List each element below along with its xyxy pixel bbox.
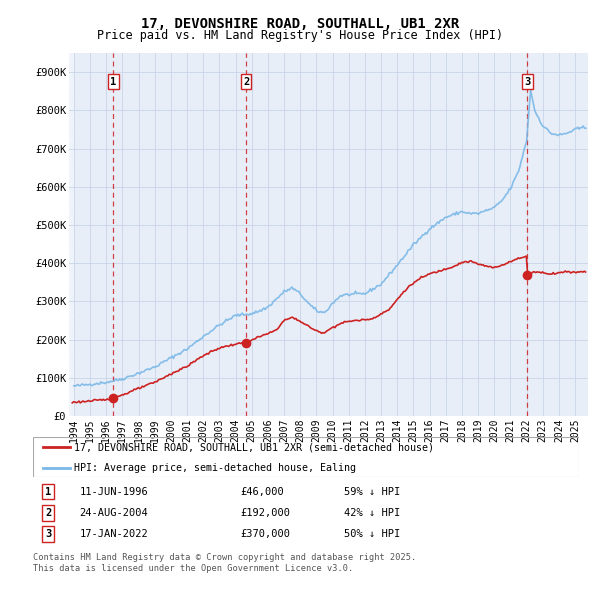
Text: Contains HM Land Registry data © Crown copyright and database right 2025.
This d: Contains HM Land Registry data © Crown c… [33,553,416,573]
Text: Price paid vs. HM Land Registry's House Price Index (HPI): Price paid vs. HM Land Registry's House … [97,30,503,42]
Text: 2: 2 [243,77,249,87]
Text: £192,000: £192,000 [241,508,290,517]
Text: £370,000: £370,000 [241,529,290,539]
Text: 17-JAN-2022: 17-JAN-2022 [79,529,148,539]
Text: 50% ↓ HPI: 50% ↓ HPI [344,529,400,539]
Text: 2: 2 [45,508,52,517]
Text: 17, DEVONSHIRE ROAD, SOUTHALL, UB1 2XR (semi-detached house): 17, DEVONSHIRE ROAD, SOUTHALL, UB1 2XR (… [74,442,434,453]
Text: 1: 1 [45,487,52,497]
Text: 24-AUG-2004: 24-AUG-2004 [79,508,148,517]
Text: 42% ↓ HPI: 42% ↓ HPI [344,508,400,517]
Text: 3: 3 [45,529,52,539]
Text: 1: 1 [110,77,116,87]
Text: HPI: Average price, semi-detached house, Ealing: HPI: Average price, semi-detached house,… [74,463,356,473]
Text: 3: 3 [524,77,530,87]
Text: 59% ↓ HPI: 59% ↓ HPI [344,487,400,497]
Text: £46,000: £46,000 [241,487,284,497]
Text: 17, DEVONSHIRE ROAD, SOUTHALL, UB1 2XR: 17, DEVONSHIRE ROAD, SOUTHALL, UB1 2XR [141,17,459,31]
Text: 11-JUN-1996: 11-JUN-1996 [79,487,148,497]
